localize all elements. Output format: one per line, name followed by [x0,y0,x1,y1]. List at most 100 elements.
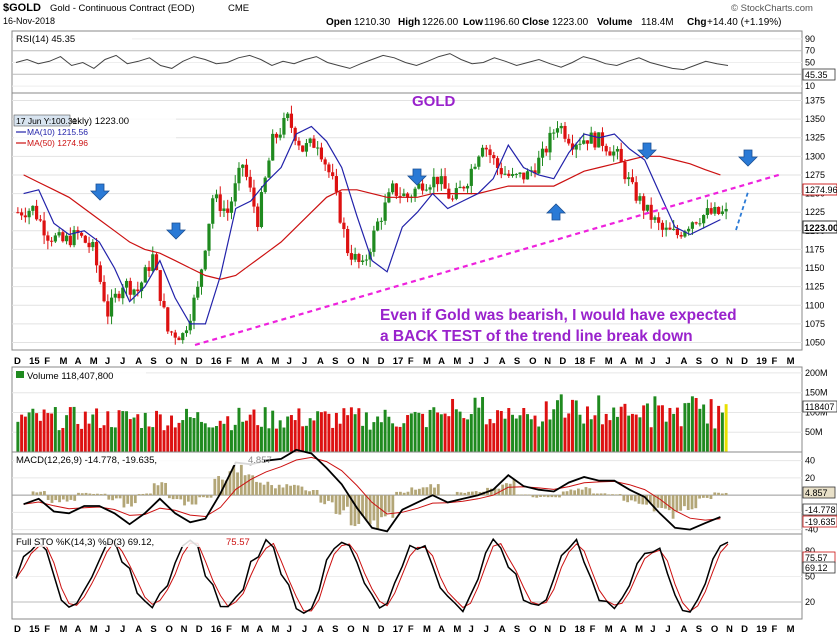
price-tick-label: 1275 [805,170,825,180]
macd-hist-bar [717,492,720,496]
candle-body [724,208,728,212]
macd-hist-bar [84,492,88,496]
macd-hist-bar [186,495,190,502]
volume-bar [143,412,147,452]
volume-bar [627,415,631,452]
macd-hist-bar [690,495,694,510]
macd-hist-bar [410,487,414,496]
candle-body [173,332,177,338]
volume-bar [376,416,380,452]
volume-bar [319,412,323,452]
volume-bar [263,407,267,452]
open-value: 1210.30 [354,17,391,28]
candle-body [450,198,455,200]
blue-arrow [637,142,657,160]
macd-hist-bar [258,482,262,496]
volume-bar [181,420,185,452]
macd-hist-bar [546,495,550,498]
volume-bar [436,412,440,452]
price-tick-label: 1300 [805,151,825,161]
macd-signal-label: -19.635 [805,517,836,527]
candle-body [27,210,31,218]
macd-hist-bar [641,495,645,505]
candle-body [289,113,294,128]
candle-body [50,240,54,242]
volume-bar [222,423,226,452]
candle-body [94,241,99,266]
macd-signal-line [23,456,721,521]
x-axis-label: A [317,356,324,367]
candle-body [499,168,503,175]
x-axis-label: D [14,356,21,367]
macd-hist-bar [705,495,709,498]
candle-body [267,160,271,178]
volume-bar [582,423,586,452]
volume-bar [379,422,383,452]
macd-hist-bar [224,480,228,496]
x-axis-label: D [559,356,566,367]
x-axis-label: N [726,356,733,367]
volume-bar [31,408,35,452]
close-value: 1223.00 [552,17,589,28]
macd-hist-bar [319,495,323,503]
candle-body [488,149,492,156]
candle-body [597,132,601,148]
volume-bar [192,418,196,452]
x-axis-label: M [272,356,280,367]
macd-hist-bar [133,495,137,504]
x-axis-label: J [287,356,292,367]
volume-bar [432,407,436,452]
macd-hist-bar [338,495,342,515]
volume-bar [428,409,432,452]
price-tick-label: 1050 [805,338,825,348]
symbol-label: $GOLD [3,2,41,14]
macd-hist-bar [107,495,111,500]
macd-hist-bar [709,495,713,500]
ma10-line [23,125,721,325]
volume-tick-label: 100M [805,407,828,417]
macd-hist-bar [39,491,43,496]
macd-hist-bar [459,492,463,496]
volume-bar [586,406,589,452]
volume-bar [338,423,342,452]
candle-body [544,148,548,153]
volume-bar [316,411,320,452]
macd-hist-bar [228,471,232,496]
candle-body [304,143,309,152]
macd-hist-bar [236,472,239,496]
x-axis-label: J [665,624,670,635]
macd-hist-bar [508,483,512,496]
volume-bar [215,426,218,452]
volume-bar [600,424,604,452]
macd-hist-bar [520,494,523,496]
volume-bar [514,418,518,452]
candle-body [327,164,331,173]
macd-hist-bar [611,494,614,496]
macd-hist-bar [414,489,417,496]
volume-bar [252,409,256,452]
candle-body [660,222,665,230]
high-value: 1226.00 [422,17,459,28]
candle-body [435,176,440,185]
macd-hist-bar [209,495,213,498]
candle-body [668,227,672,230]
macd-hist-bar [380,495,383,518]
macd-hist-bar [558,495,561,498]
macd-hist-bar [565,491,569,496]
macd-hist-bar [308,491,311,496]
volume-bar [484,424,488,452]
macd-line [23,448,721,533]
volume-bar [372,422,376,452]
x-axis-label: M [635,356,643,367]
macd-hist-bar [421,487,425,496]
volume-bar [529,419,533,452]
x-axis-label: 15 [29,624,40,635]
volume-bar [207,427,211,452]
macd-hist-bar [387,495,391,513]
candle-body [346,229,350,254]
candle-body [38,219,42,221]
macd-hist-bar [239,463,243,496]
candle-body [525,171,530,180]
x-axis-label: S [150,356,156,367]
macd-hist-bar [349,495,353,526]
